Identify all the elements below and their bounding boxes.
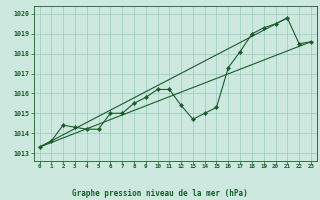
Text: Graphe pression niveau de la mer (hPa): Graphe pression niveau de la mer (hPa)	[72, 189, 248, 198]
